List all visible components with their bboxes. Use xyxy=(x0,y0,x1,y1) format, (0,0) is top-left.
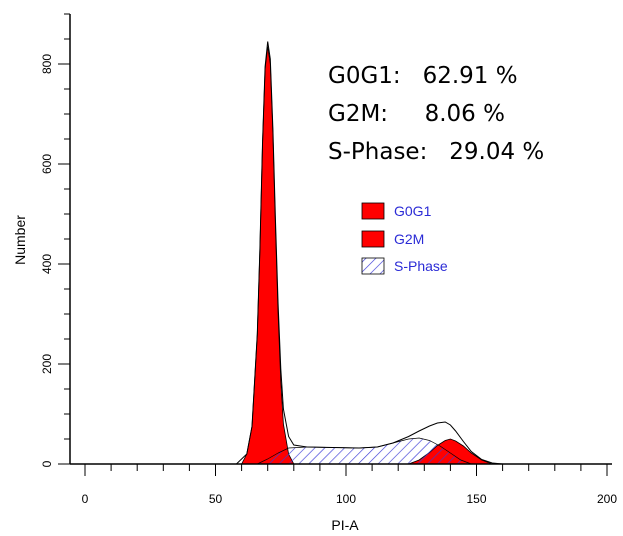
y-tick-label: 200 xyxy=(40,354,54,374)
y-axis-label: Number xyxy=(12,215,28,265)
legend: G0G1 G2M S-Phase xyxy=(361,202,448,275)
y-tick-label: 800 xyxy=(40,54,54,74)
legend-label-g2m: G2M xyxy=(394,231,424,247)
x-tick-label: 200 xyxy=(597,492,617,506)
stat-g0g1: G0G1: 62.91 % xyxy=(328,63,518,89)
stats-annotation: G0G1: 62.91 % G2M: 8.06 % S-Phase: 29.04… xyxy=(328,63,544,165)
x-tick-label: 150 xyxy=(466,492,486,506)
stat-s-phase: S-Phase: 29.04 % xyxy=(328,139,544,165)
legend-label-s-phase: S-Phase xyxy=(394,258,448,274)
x-axis-ticks: 0 50 100 150 200 xyxy=(82,464,617,506)
series-total xyxy=(236,41,503,465)
series-g0g1 xyxy=(240,46,295,465)
y-tick-label: 400 xyxy=(40,254,54,274)
legend-swatch-s-phase xyxy=(361,257,385,275)
legend-swatch-g2m xyxy=(361,230,385,248)
y-tick-label: 600 xyxy=(40,154,54,174)
legend-swatch-g0g1 xyxy=(361,202,385,220)
stat-g2m: G2M: 8.06 % xyxy=(328,101,505,127)
x-tick-label: 50 xyxy=(209,492,223,506)
legend-label-g0g1: G0G1 xyxy=(394,203,432,219)
series-s-phase xyxy=(257,437,472,465)
x-tick-label: 100 xyxy=(336,492,356,506)
plot-series xyxy=(236,41,503,465)
y-axis-ticks: 0 200 400 600 800 xyxy=(40,13,70,467)
x-axis-label: PI-A xyxy=(331,517,359,533)
y-tick-label: 0 xyxy=(40,460,54,467)
x-tick-label: 0 xyxy=(82,492,89,506)
